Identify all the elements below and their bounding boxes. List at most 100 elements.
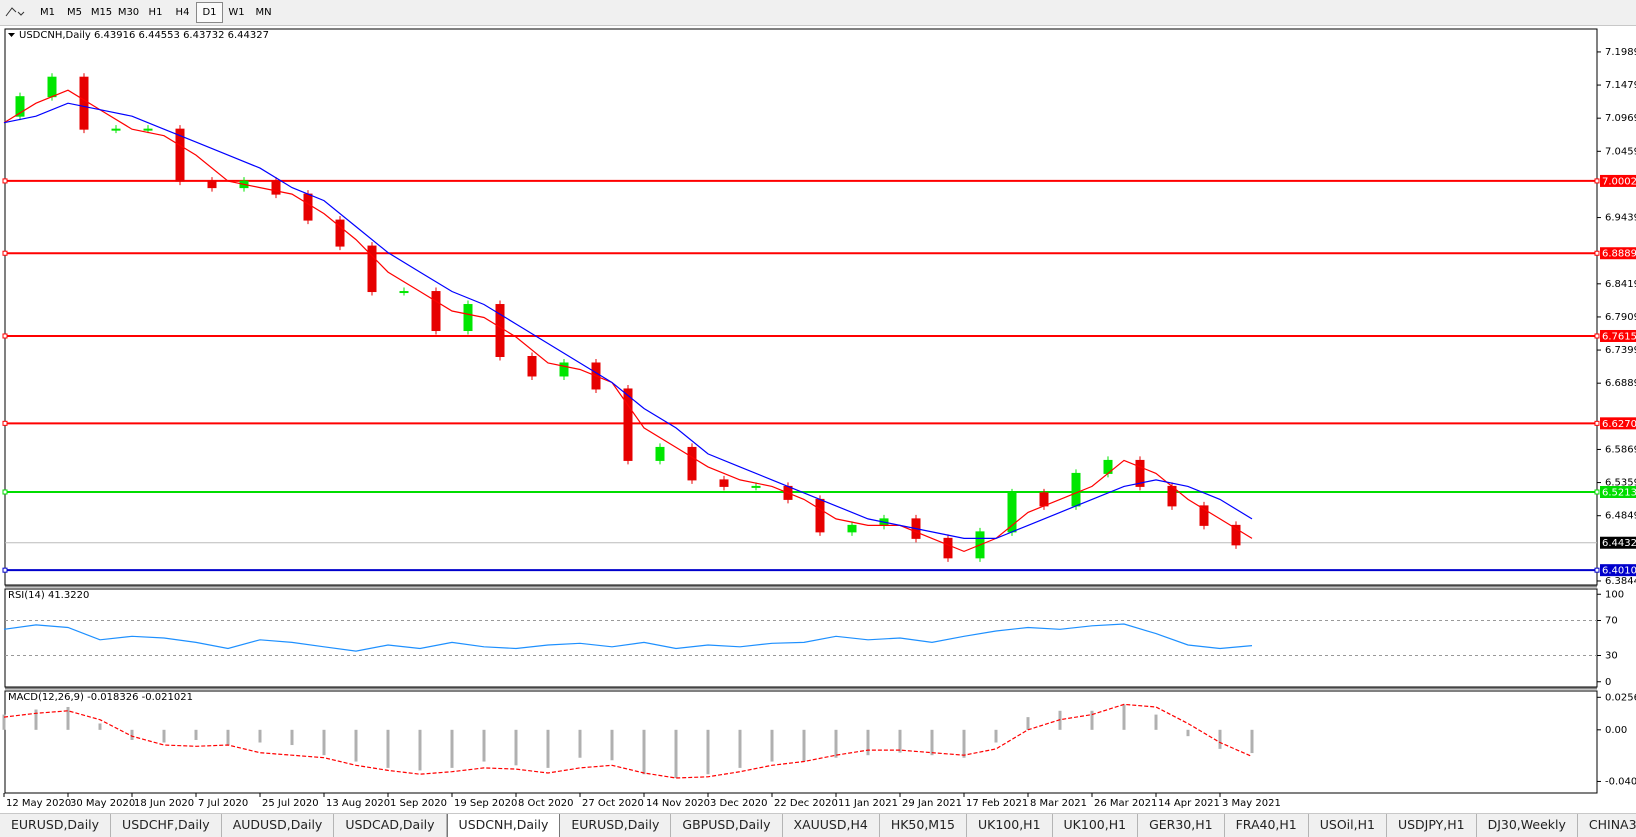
chart-tab[interactable]: AUDUSD,Daily	[222, 814, 335, 837]
indicator-line	[3, 102, 1253, 539]
y-tick-label: 6.84190	[1605, 279, 1636, 290]
timeframe-button[interactable]: MN	[255, 7, 272, 18]
histogram-bar	[1186, 729, 1190, 737]
chart-tab[interactable]: EURUSD,Daily	[560, 814, 672, 837]
y-tick-label: 6.58690	[1605, 444, 1636, 455]
candle-body	[15, 96, 25, 117]
histogram-bar	[2, 714, 6, 730]
chart-tab[interactable]: USDJPY,H1	[1387, 814, 1477, 837]
x-tick-label: 30 May 2020	[70, 798, 135, 809]
y-tick-label: 6.68890	[1605, 378, 1636, 389]
level-label: 6.52138	[1602, 487, 1636, 498]
level-label: 6.88897	[1602, 249, 1636, 260]
chart-tab[interactable]: UK100,H1	[967, 814, 1053, 837]
chart-tab[interactable]: USOil,H1	[1309, 814, 1387, 837]
histogram-bar	[962, 729, 966, 758]
x-tick-label: 7 Jul 2020	[198, 798, 248, 809]
chart-tab[interactable]: XAUUSD,H4	[783, 814, 880, 837]
chart-tab[interactable]: EURUSD,Daily	[0, 814, 112, 837]
toolbar: M1 M5 M15 M30 H1 H4 D1 W1 MN	[0, 0, 1636, 26]
histogram-bar	[66, 706, 70, 730]
chart-tab[interactable]: FRA40,H1	[1225, 814, 1309, 837]
x-tick-label: 11 Jan 2021	[838, 798, 898, 809]
level-handle	[2, 178, 8, 184]
histogram-bar	[674, 729, 678, 779]
chart-tab[interactable]: USDCHF,Daily	[111, 814, 222, 837]
candle-body	[847, 524, 857, 533]
y-tick-label: 6.94390	[1605, 213, 1636, 224]
candle-body	[495, 304, 505, 357]
timeframe-button[interactable]: M1	[40, 7, 55, 18]
candle-body	[367, 245, 377, 293]
chart-tab[interactable]: GBPUSD,Daily	[671, 814, 783, 837]
y-tick-label: 6.53590	[1605, 478, 1636, 489]
chart-tab[interactable]: USDCNH,Daily	[446, 814, 561, 837]
timeframe-button[interactable]: M30	[117, 7, 140, 18]
x-tick-label: 27 Oct 2020	[582, 798, 644, 809]
candle-body	[1135, 459, 1145, 487]
level-label: 7.00029	[1602, 176, 1636, 187]
y-tick-label: 0	[1605, 677, 1611, 688]
candle-body	[527, 355, 537, 377]
chart-tab[interactable]: DJ30,Weekly	[1477, 814, 1578, 837]
candle-body	[143, 128, 153, 131]
candle-body	[335, 219, 345, 247]
level-handle	[1594, 420, 1600, 426]
chart-tab[interactable]: GER30,H1	[1138, 814, 1225, 837]
level-label-box	[1600, 174, 1636, 187]
x-tick-label: 22 Dec 2020	[774, 798, 838, 809]
toolbar-icon	[5, 7, 25, 17]
histogram-bar	[1218, 729, 1222, 749]
y-tick-label: 6.48490	[1605, 511, 1636, 522]
candle-body	[79, 76, 89, 130]
x-tick-label: 18 Jun 2020	[134, 798, 194, 809]
chart-tab[interactable]: UK100,H1	[1053, 814, 1139, 837]
y-tick-label: 6.73990	[1605, 345, 1636, 356]
timeframe-button[interactable]: W1	[228, 7, 245, 18]
histogram-bar	[162, 729, 166, 743]
chart-tab[interactable]: CHINA300,H1	[1578, 814, 1636, 837]
level-label-box	[1600, 247, 1636, 260]
level-label-box	[1600, 564, 1636, 577]
candle-body	[943, 537, 953, 559]
histogram-bar	[546, 729, 550, 768]
candle-body	[111, 128, 121, 131]
histogram-bar	[482, 729, 486, 762]
panel-title: RSI(14) 41.3220	[8, 590, 89, 601]
candle-body	[271, 180, 281, 195]
y-tick-label: 6.38440	[1605, 576, 1636, 587]
candle-body	[463, 304, 473, 332]
level-handle	[2, 333, 8, 339]
x-tick-label: 12 May 2020	[6, 798, 71, 809]
y-tick-label: 7.09690	[1605, 113, 1636, 124]
timeframe-button[interactable]: D1	[196, 2, 223, 23]
histogram-bar	[354, 729, 358, 762]
chart-tab[interactable]: HK50,M15	[880, 814, 967, 837]
level-label: 6.44327	[1602, 538, 1636, 549]
timeframe-button[interactable]: H4	[175, 7, 190, 18]
histogram-bar	[226, 729, 230, 746]
level-handle	[2, 250, 8, 256]
histogram-bar	[834, 729, 838, 758]
histogram-bar	[130, 729, 134, 740]
timeframe-button[interactable]: M5	[67, 7, 82, 18]
level-label-box	[1600, 485, 1636, 498]
indicator-line	[3, 89, 1253, 553]
histogram-bar	[866, 729, 870, 756]
candle-body	[303, 193, 313, 221]
histogram-bar	[418, 729, 422, 771]
candle-body	[559, 362, 569, 377]
title-arrow	[8, 33, 15, 37]
timeframe-button[interactable]: H1	[148, 7, 163, 18]
histogram-bar	[1154, 714, 1158, 730]
candle-body	[751, 485, 761, 488]
x-tick-label: 3 Dec 2020	[710, 798, 768, 809]
level-label-box	[1600, 536, 1636, 549]
chart-tab[interactable]: USDCAD,Daily	[334, 814, 447, 837]
y-tick-label: 6.79090	[1605, 312, 1636, 323]
candle-body	[175, 128, 185, 182]
panel-frame	[4, 690, 1598, 794]
timeframe-button[interactable]: M15	[90, 7, 113, 18]
y-tick-label: 0.00	[1605, 725, 1627, 736]
histogram-bar	[290, 729, 294, 746]
